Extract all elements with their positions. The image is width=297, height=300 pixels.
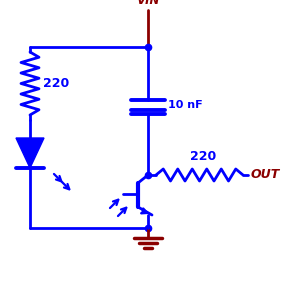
- Polygon shape: [16, 138, 44, 168]
- Text: VIN: VIN: [136, 0, 160, 7]
- Text: 10 nF: 10 nF: [168, 100, 203, 110]
- Text: 220: 220: [43, 77, 69, 90]
- Text: 220: 220: [190, 150, 216, 163]
- Text: OUT: OUT: [251, 169, 280, 182]
